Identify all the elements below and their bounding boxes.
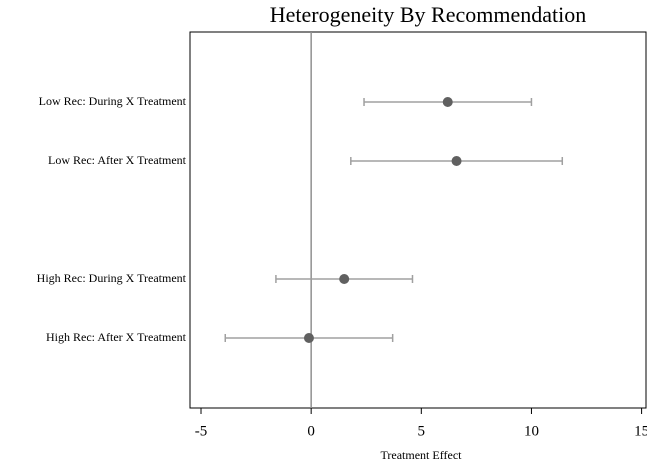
point (451, 156, 462, 166)
chart-title: Heterogeneity By Recommendation (270, 2, 586, 27)
x-axis-title: Treatment Effect (381, 448, 463, 462)
point (442, 97, 453, 107)
y-tick-label: Low Rec: During X Treatment (39, 94, 187, 108)
y-tick-label: High Rec: During X Treatment (37, 271, 187, 285)
x-tick-label: -5 (195, 423, 208, 439)
x-tick-label: 10 (524, 423, 539, 439)
y-tick-label: Low Rec: After X Treatment (48, 153, 187, 167)
plot-frame (189, 31, 647, 409)
point (303, 333, 314, 343)
x-tick-label: 0 (307, 423, 315, 439)
x-tick-label: 5 (418, 423, 426, 439)
point (339, 274, 350, 284)
x-tick-label: 15 (634, 423, 647, 439)
y-tick-label: High Rec: After X Treatment (46, 330, 187, 344)
